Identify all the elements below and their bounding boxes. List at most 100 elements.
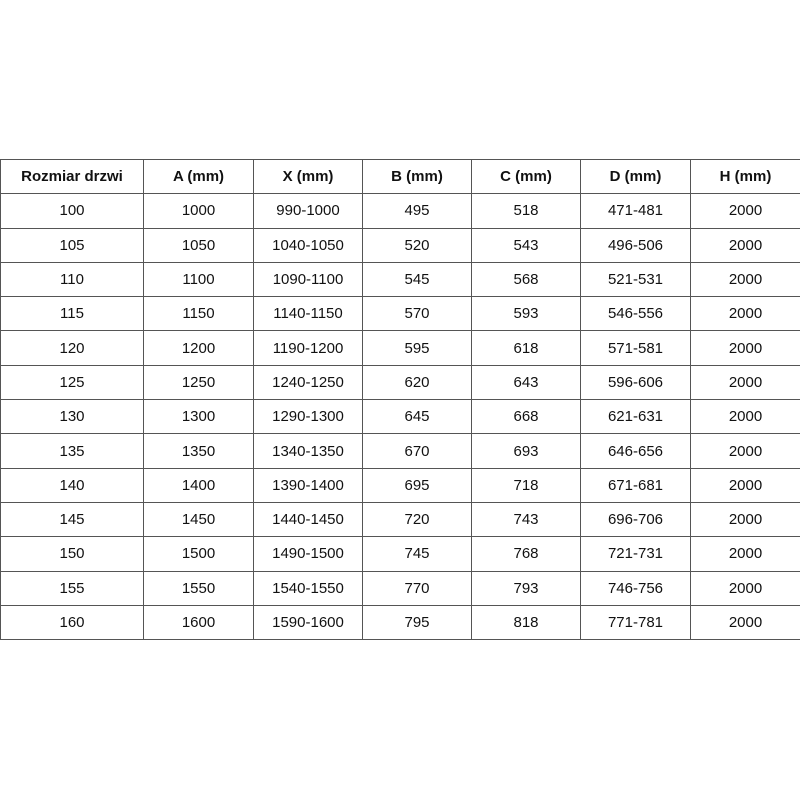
table-cell: 721-731: [580, 536, 691, 572]
table-cell: 670: [362, 433, 472, 469]
table-row: 160 1600 1590-1600 795 818 771-781 2000: [0, 604, 800, 641]
table-cell: 1390-1400: [253, 467, 363, 503]
table-cell: 2000: [690, 433, 800, 469]
column-header: D (mm): [580, 158, 691, 195]
table-header-row: Rozmiar drzwi A (mm) X (mm) B (mm) C (mm) D (…: [0, 158, 800, 195]
table-cell: 150: [0, 536, 144, 572]
table-cell: 2000: [690, 330, 800, 366]
table-cell: 571-581: [580, 330, 691, 366]
table-cell: 1590-1600: [253, 604, 363, 641]
table-cell: 2000: [690, 570, 800, 606]
table-row: 135 1350 1340-1350 670 693 646-656 2000: [0, 433, 800, 469]
table-cell: 643: [471, 364, 581, 401]
table-cell: 768: [471, 536, 581, 572]
table-cell: 770: [362, 570, 472, 606]
table-cell: 1040-1050: [253, 227, 363, 263]
table-cell: 2000: [690, 227, 800, 263]
table-cell: 1550: [143, 570, 254, 606]
table-row: 130 1300 1290-1300 645 668 621-631 2000: [0, 399, 800, 435]
table-cell: 2000: [690, 193, 800, 229]
table-cell: 521-531: [580, 261, 691, 298]
table-row: 140 1400 1390-1400 695 718 671-681 2000: [0, 467, 800, 503]
table-cell: 646-656: [580, 433, 691, 469]
table-cell: 125: [0, 364, 144, 401]
table-cell: 1490-1500: [253, 536, 363, 572]
table-cell: 2000: [690, 604, 800, 641]
table-cell: 570: [362, 296, 472, 332]
table-cell: 1250: [143, 364, 254, 401]
table-row: 115 1150 1140-1150 570 593 546-556 2000: [0, 296, 800, 332]
table-cell: 1350: [143, 433, 254, 469]
table-cell: 1540-1550: [253, 570, 363, 606]
table-cell: 671-681: [580, 467, 691, 503]
table-cell: 1140-1150: [253, 296, 363, 332]
table-cell: 595: [362, 330, 472, 366]
table-cell: 718: [471, 467, 581, 503]
table-cell: 668: [471, 399, 581, 435]
column-header: A (mm): [143, 158, 254, 195]
table-cell: 546-556: [580, 296, 691, 332]
table-cell: 1600: [143, 604, 254, 641]
table-cell: 2000: [690, 501, 800, 538]
table-row: 145 1450 1440-1450 720 743 696-706 2000: [0, 501, 800, 538]
table-row: 150 1500 1490-1500 745 768 721-731 2000: [0, 536, 800, 572]
table-cell: 720: [362, 501, 472, 538]
table-cell: 130: [0, 399, 144, 435]
table-cell: 1090-1100: [253, 261, 363, 298]
table-cell: 160: [0, 604, 144, 641]
table-cell: 743: [471, 501, 581, 538]
table-cell: 120: [0, 330, 144, 366]
table-cell: 1300: [143, 399, 254, 435]
table-cell: 135: [0, 433, 144, 469]
table-cell: 593: [471, 296, 581, 332]
table-cell: 1440-1450: [253, 501, 363, 538]
table-cell: 115: [0, 296, 144, 332]
table-cell: 1200: [143, 330, 254, 366]
table-cell: 1100: [143, 261, 254, 298]
table-cell: 471-481: [580, 193, 691, 229]
table-cell: 520: [362, 227, 472, 263]
table-cell: 695: [362, 467, 472, 503]
table-cell: 1000: [143, 193, 254, 229]
table-row: 100 1000 990-1000 495 518 471-481 2000: [0, 193, 800, 229]
table-cell: 2000: [690, 364, 800, 401]
table-cell: 1500: [143, 536, 254, 572]
table-cell: 793: [471, 570, 581, 606]
table-cell: 620: [362, 364, 472, 401]
table-cell: 518: [471, 193, 581, 229]
table-cell: 543: [471, 227, 581, 263]
table-cell: 100: [0, 193, 144, 229]
table-cell: 621-631: [580, 399, 691, 435]
column-header: B (mm): [362, 158, 472, 195]
table-cell: 818: [471, 604, 581, 641]
table-cell: 596-606: [580, 364, 691, 401]
table-cell: 771-781: [580, 604, 691, 641]
table-cell: 2000: [690, 536, 800, 572]
table-cell: 1450: [143, 501, 254, 538]
column-header: X (mm): [253, 158, 363, 195]
table-cell: 1190-1200: [253, 330, 363, 366]
table-cell: 2000: [690, 399, 800, 435]
table-cell: 745: [362, 536, 472, 572]
table-row: 155 1550 1540-1550 770 793 746-756 2000: [0, 570, 800, 606]
column-header: C (mm): [471, 158, 581, 195]
table-cell: 568: [471, 261, 581, 298]
table-cell: 2000: [690, 467, 800, 503]
table-cell: 155: [0, 570, 144, 606]
table-cell: 746-756: [580, 570, 691, 606]
table-cell: 1240-1250: [253, 364, 363, 401]
table-cell: 2000: [690, 261, 800, 298]
table-cell: 645: [362, 399, 472, 435]
table-cell: 496-506: [580, 227, 691, 263]
table-row: 110 1100 1090-1100 545 568 521-531 2000: [0, 261, 800, 298]
table-cell: 545: [362, 261, 472, 298]
table-cell: 1340-1350: [253, 433, 363, 469]
table-row: 125 1250 1240-1250 620 643 596-606 2000: [0, 364, 800, 401]
table-cell: 145: [0, 501, 144, 538]
table-cell: 1290-1300: [253, 399, 363, 435]
table-cell: 795: [362, 604, 472, 641]
dimensions-table: Rozmiar drzwi A (mm) X (mm) B (mm) C (mm) D (…: [0, 158, 800, 641]
table-cell: 618: [471, 330, 581, 366]
table-cell: 1150: [143, 296, 254, 332]
table-cell: 1050: [143, 227, 254, 263]
